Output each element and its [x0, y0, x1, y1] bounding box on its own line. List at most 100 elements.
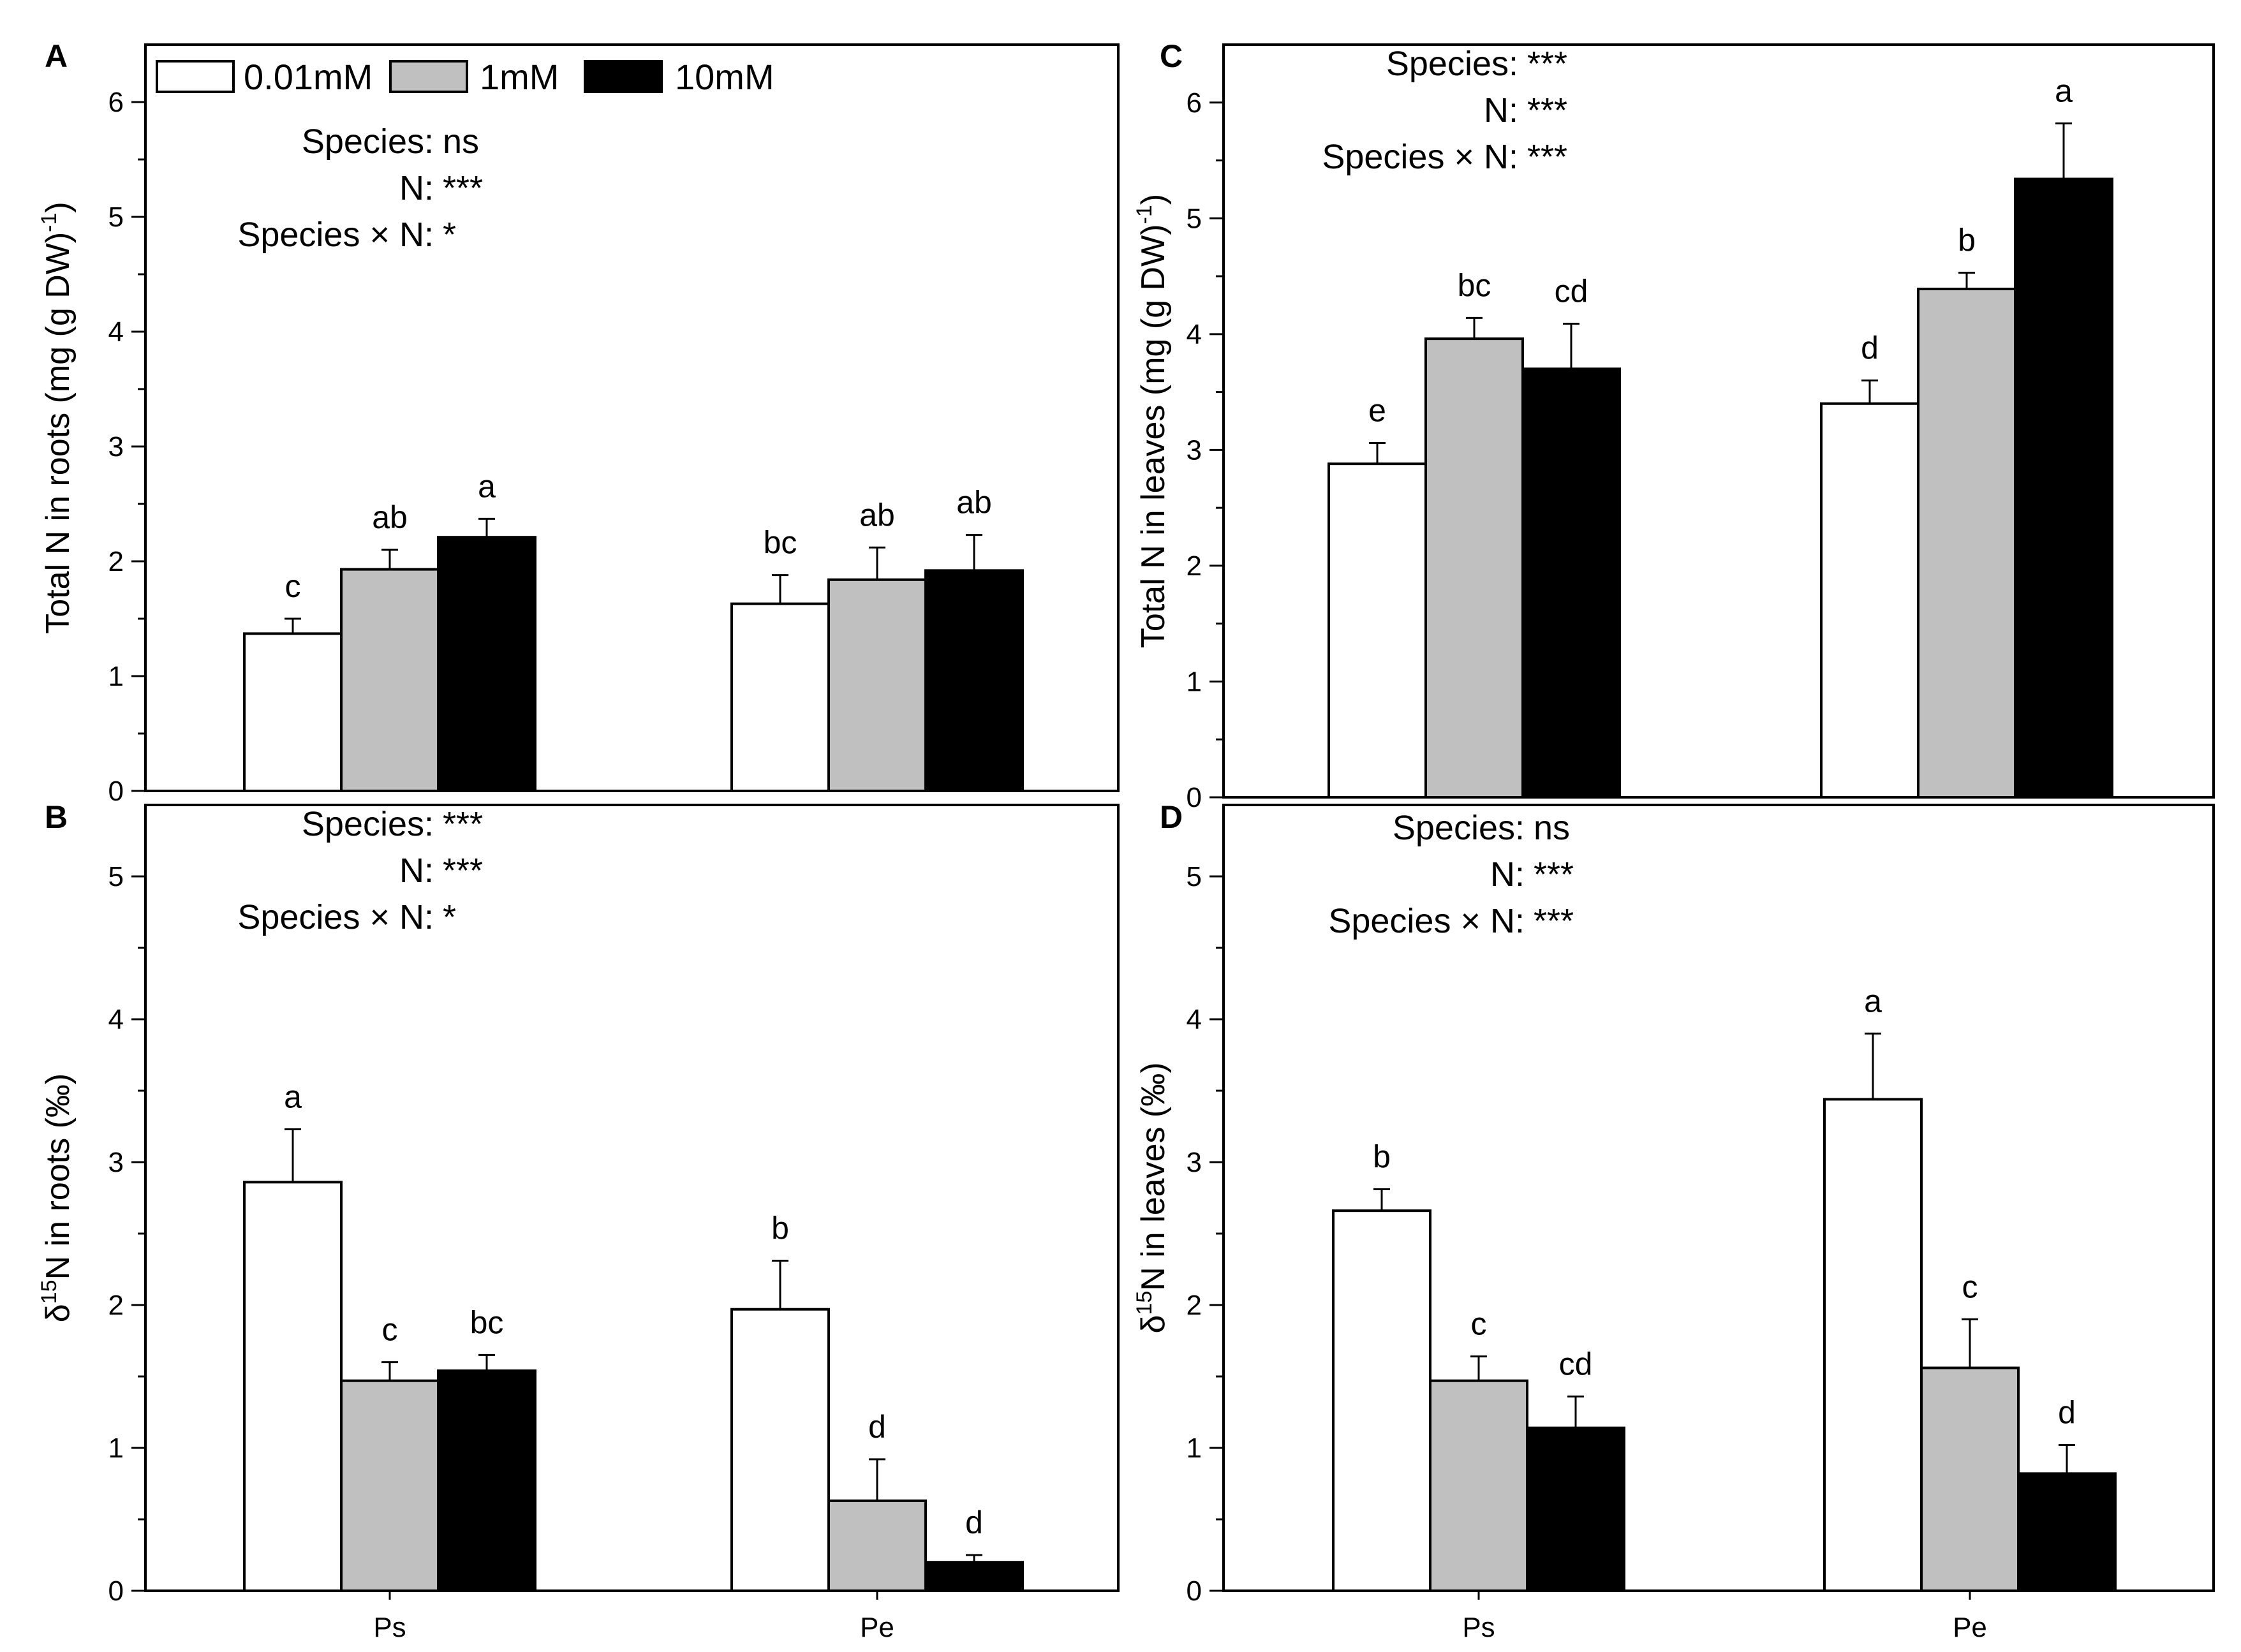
bar — [1429, 1379, 1528, 1592]
legend-label: 1mM — [480, 57, 559, 97]
bar — [1823, 1098, 1923, 1592]
significance-letter: ab — [859, 497, 895, 533]
stat-label: Species: — [1393, 809, 1525, 847]
bar — [1820, 402, 1919, 799]
panel-letter: A — [45, 38, 68, 74]
significance-letter: bc — [764, 525, 797, 561]
y-tick-label: 3 — [108, 431, 124, 462]
x-category-label: Ps — [373, 1612, 406, 1643]
y-axis-title-rest: N in roots (‰) — [40, 1073, 77, 1280]
plot-frame — [1222, 43, 2215, 799]
y-axis-title: Total N in leaves (mg (g DW)-1) — [1132, 194, 1172, 648]
y-tick-label: 4 — [108, 316, 124, 348]
legend-swatch — [156, 60, 235, 93]
bar — [1526, 1426, 1625, 1592]
legend-label: 10mM — [675, 57, 774, 97]
stat-value: *** — [1527, 138, 1567, 176]
y-axis-title-sup: 15 — [37, 1280, 61, 1304]
y-axis-title-rest: ) — [1135, 194, 1172, 205]
stat-label: Species × N: — [237, 898, 434, 936]
bar — [924, 1561, 1024, 1592]
significance-letter: d — [965, 1505, 983, 1540]
bar — [437, 1369, 536, 1593]
panel-A: 0 1 2 3 4 5 6 Total N in roots (mg (g DW)-1) Ac a… — [37, 38, 1120, 807]
significance-letter: b — [771, 1211, 789, 1246]
bar — [2014, 177, 2113, 799]
stat-label: Species: — [302, 805, 434, 843]
bar — [2017, 1472, 2117, 1593]
significance-letter: d — [1861, 330, 1879, 365]
plot-frame — [1222, 804, 2215, 1592]
significance-letter: bc — [1458, 267, 1491, 303]
y-tick-label: 3 — [1187, 434, 1202, 466]
bar — [730, 602, 830, 792]
stat-label: Species × N: — [1328, 902, 1525, 940]
significance-letter: a — [478, 468, 496, 504]
y-axis-title-sup: -1 — [37, 213, 61, 232]
bar — [827, 578, 927, 792]
y-tick-label: 0 — [1187, 782, 1202, 813]
stat-label: Species × N: — [1322, 138, 1518, 176]
significance-letter: bc — [470, 1304, 504, 1340]
bar — [1328, 462, 1427, 799]
stat-value: ns — [1534, 809, 1570, 847]
bar — [243, 1181, 343, 1592]
y-axis-title-sup: -1 — [1132, 205, 1157, 224]
significance-letter: ab — [372, 499, 408, 535]
y-axis-title: δ15N in leaves (‰) — [1132, 1062, 1172, 1333]
significance-letter: a — [1864, 983, 1882, 1019]
plot-frame — [144, 804, 1120, 1592]
plot-frame — [144, 43, 1120, 792]
stat-value: *** — [1534, 855, 1574, 894]
x-category-label: Pe — [860, 1612, 894, 1643]
significance-letter: e — [1368, 392, 1386, 428]
y-tick-label: 2 — [1187, 550, 1202, 582]
bar — [1521, 367, 1621, 799]
x-category-label: Pe — [1953, 1612, 1987, 1643]
bar — [1424, 337, 1524, 799]
legend: 0.01mM 1mM 10mM — [156, 57, 774, 97]
bar — [243, 632, 343, 793]
y-tick-label: 6 — [108, 87, 124, 118]
y-tick-label: 1 — [1187, 666, 1202, 697]
legend-swatch — [389, 60, 468, 93]
y-axis-title-delta: δ — [1135, 1315, 1172, 1334]
panel-B: 0 1 2 3 4 5 δ15N in roots (‰) Ba c bc Ps b d d Pe Speci… — [37, 799, 1120, 1643]
significance-letter: c — [1471, 1306, 1487, 1342]
bar — [437, 536, 536, 792]
bar — [730, 1308, 830, 1592]
bar — [340, 1379, 440, 1592]
significance-letter: c — [382, 1312, 398, 1348]
significance-letter: a — [2055, 73, 2073, 108]
stat-label: N: — [399, 169, 434, 207]
y-tick-label: 2 — [108, 546, 124, 577]
y-tick-label: 1 — [108, 661, 124, 692]
y-tick-label: 4 — [1187, 1004, 1202, 1035]
y-tick-label: 1 — [1187, 1433, 1202, 1464]
y-tick-label: 2 — [1187, 1290, 1202, 1321]
y-tick-label: 2 — [108, 1290, 124, 1321]
bar — [1917, 288, 2016, 799]
stat-label: Species: — [302, 122, 434, 161]
panel-letter: B — [45, 799, 68, 835]
y-tick-label: 1 — [108, 1433, 124, 1464]
y-tick-label: 4 — [108, 1004, 124, 1035]
stat-value: *** — [1527, 91, 1567, 129]
y-tick-label: 0 — [1187, 1575, 1202, 1607]
y-tick-label: 3 — [1187, 1147, 1202, 1178]
y-tick-label: 5 — [108, 202, 124, 233]
y-tick-label: 5 — [1187, 861, 1202, 892]
y-axis-title-rest: ) — [40, 202, 77, 212]
bar — [1920, 1366, 2020, 1593]
y-axis-title-main: Total N in roots (mg (g DW) — [40, 232, 77, 634]
significance-letter: b — [1958, 223, 1976, 258]
stat-label: Species: — [1386, 45, 1518, 83]
y-tick-label: 6 — [1187, 87, 1202, 119]
significance-letter: ab — [956, 485, 992, 520]
bar — [340, 568, 440, 792]
y-axis-title: δ15N in roots (‰) — [37, 1073, 77, 1322]
legend-swatch — [584, 60, 663, 93]
stat-label: N: — [399, 852, 434, 890]
bar — [924, 569, 1024, 793]
